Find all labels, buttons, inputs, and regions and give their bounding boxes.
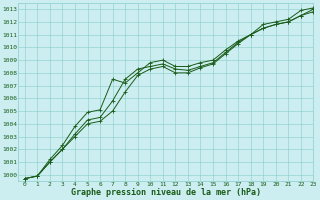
X-axis label: Graphe pression niveau de la mer (hPa): Graphe pression niveau de la mer (hPa) bbox=[71, 188, 261, 197]
